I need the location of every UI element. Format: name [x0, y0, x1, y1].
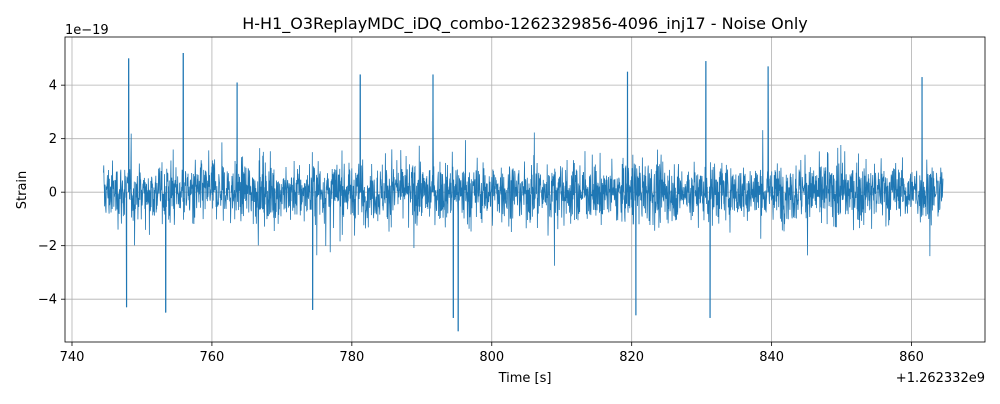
- x-tick-label: 820: [619, 350, 644, 365]
- x-tick-label: 860: [899, 350, 924, 365]
- x-tick-label: 740: [60, 350, 85, 365]
- series-layer: [103, 53, 944, 332]
- x-tick-label: 760: [200, 350, 225, 365]
- x-offset-label: +1.262332e9: [896, 371, 985, 386]
- y-tick-label: 2: [49, 132, 57, 147]
- y-tick-label: 0: [49, 186, 57, 201]
- plot-frame: [64, 36, 986, 343]
- chart-title: H-H1_O3ReplayMDC_iDQ_combo-1262329856-40…: [242, 14, 808, 34]
- axis-ticks: 740 760 780 800 820 840 860 −4 −2 0 2 4: [38, 79, 924, 365]
- series-line: [103, 53, 944, 332]
- y-tick-label: −2: [38, 239, 57, 254]
- x-tick-label: 840: [759, 350, 784, 365]
- y-axis-label: Strain: [15, 171, 30, 210]
- y-tick-label: 4: [49, 79, 57, 94]
- y-tick-label: −4: [38, 293, 57, 308]
- x-tick-label: 800: [479, 350, 504, 365]
- y-scale-label: 1e−19: [65, 23, 109, 38]
- x-tick-label: 780: [339, 350, 364, 365]
- x-axis-label: Time [s]: [498, 371, 552, 386]
